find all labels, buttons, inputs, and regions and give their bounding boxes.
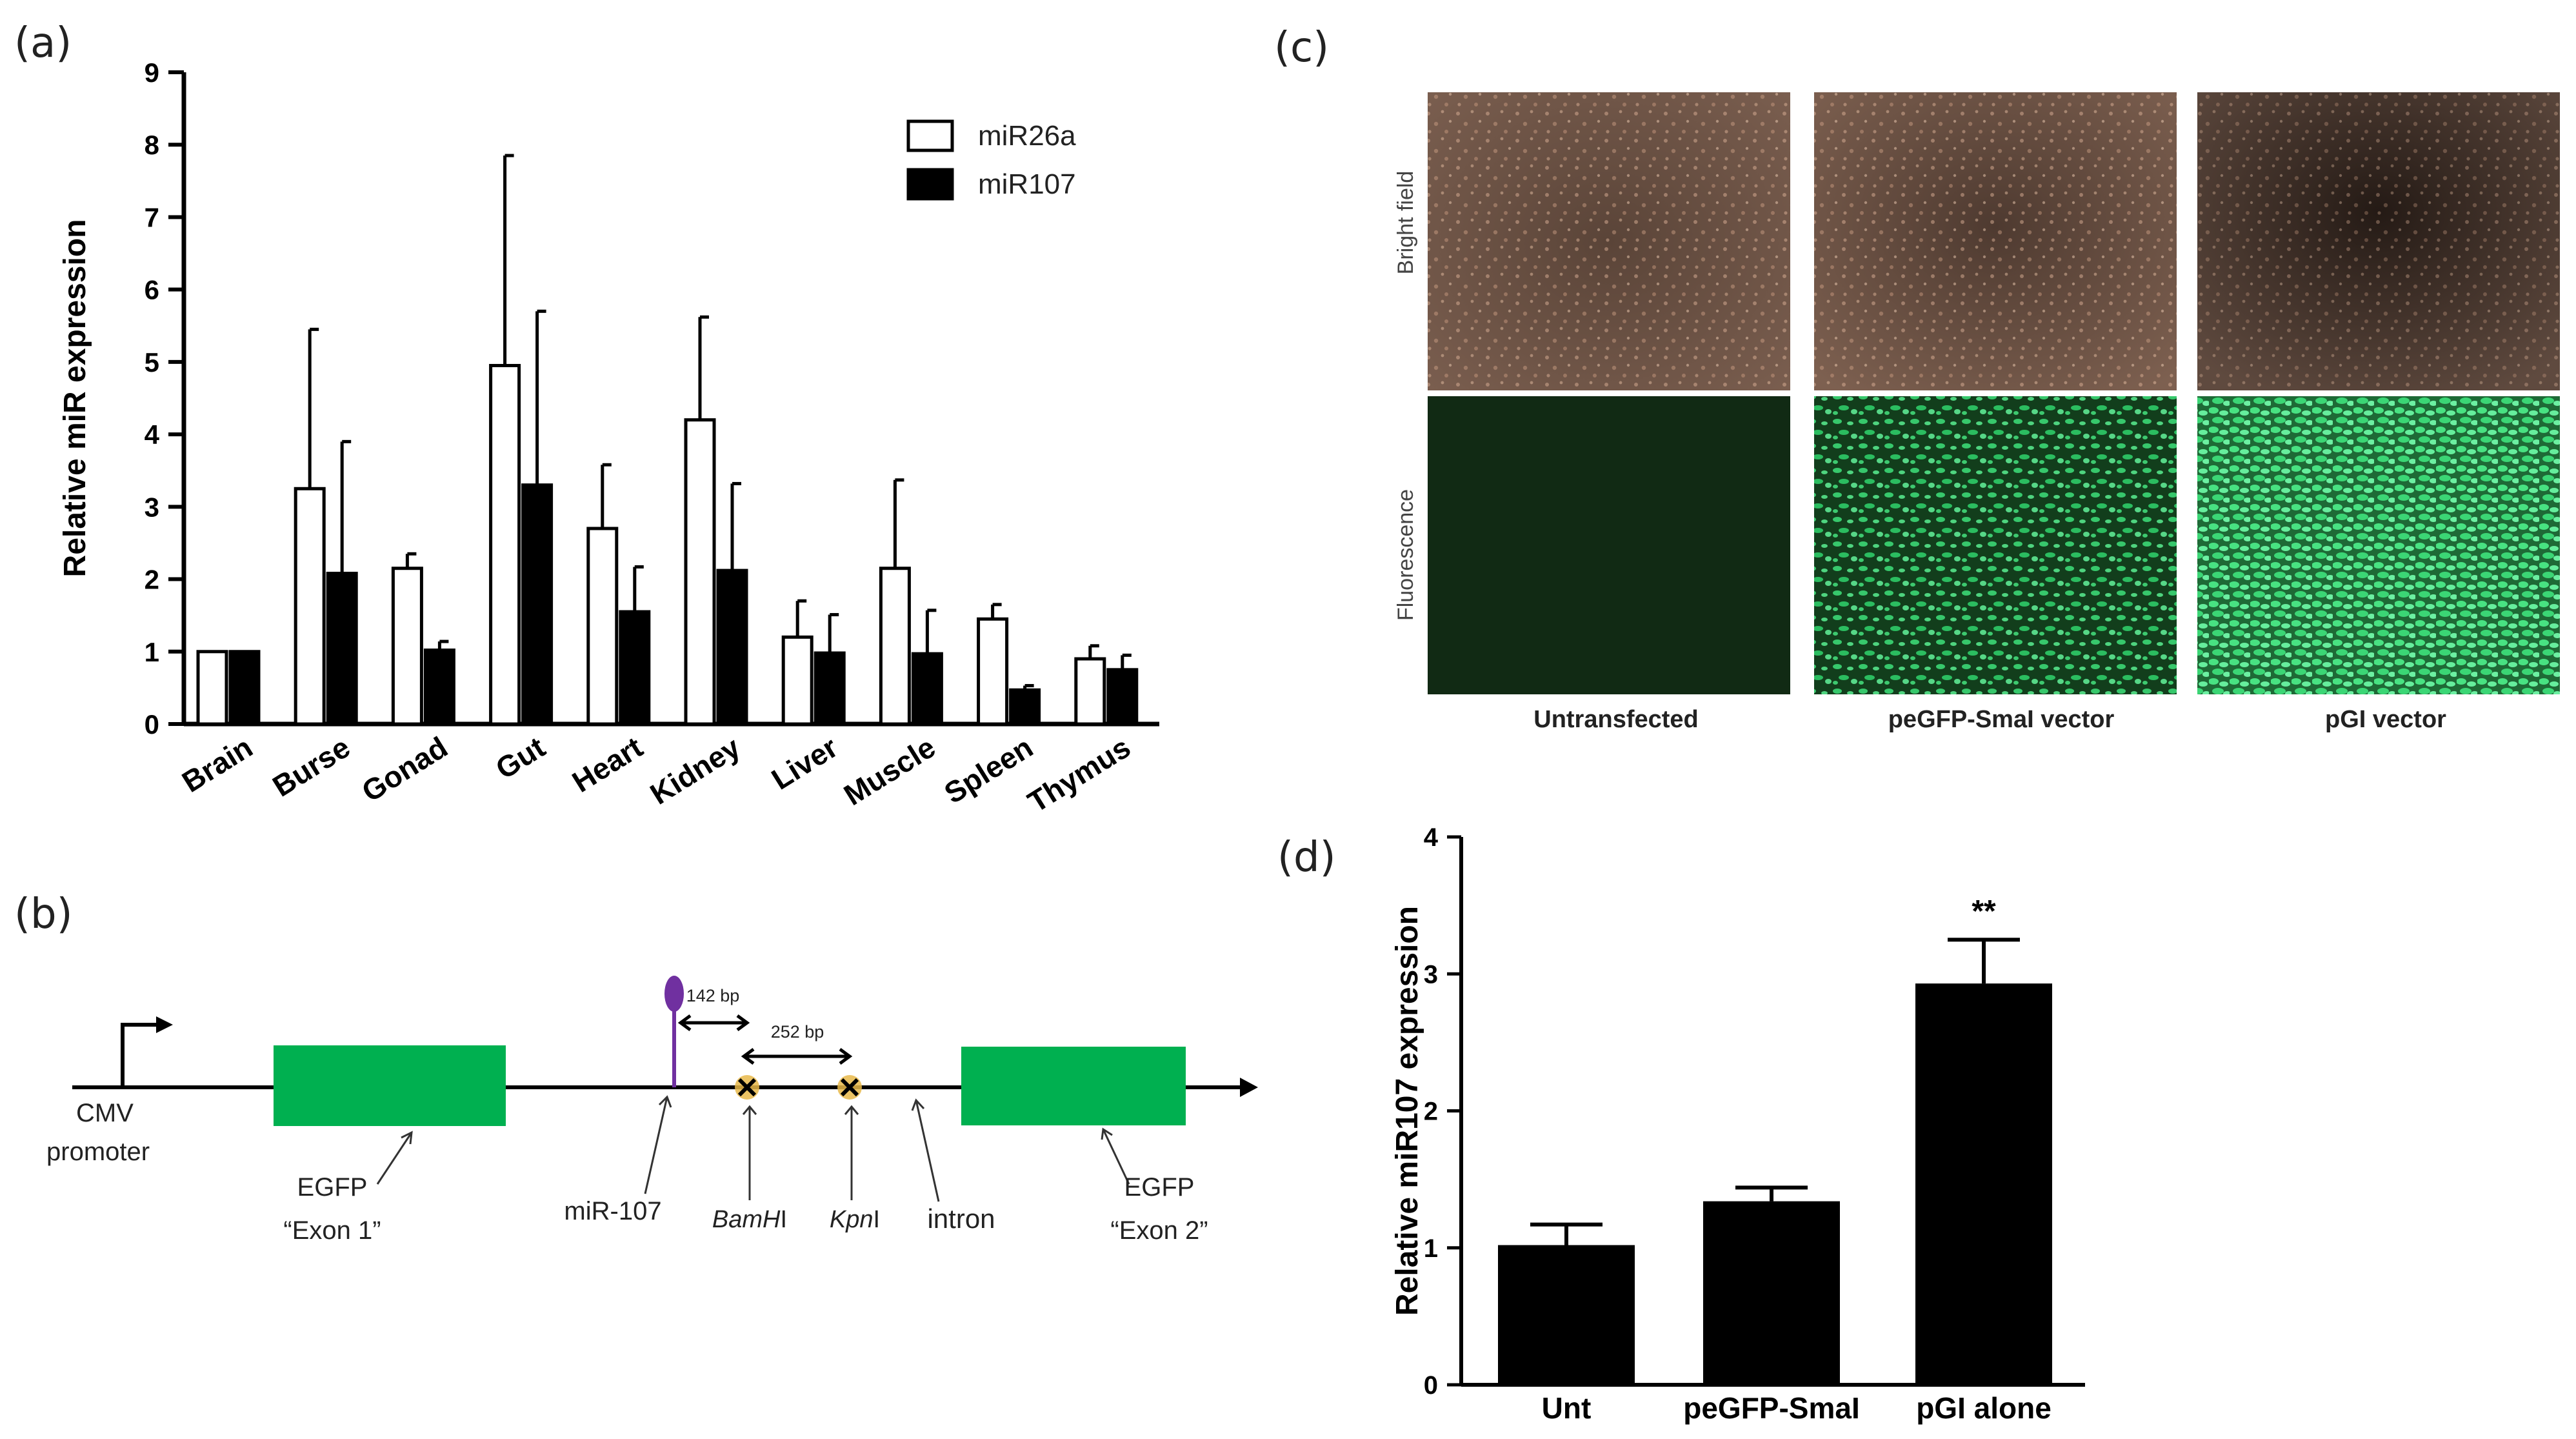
chart-a-bar-mir107 — [326, 572, 358, 726]
chart-a-bar-mir26a — [879, 567, 911, 726]
chart-d-ytick-label: 1 — [1424, 1234, 1438, 1263]
chart-d-ytick-label: 2 — [1424, 1098, 1438, 1126]
construct-diagram: CMV promoter EGFP “Exon 1” miR-107 142 b… — [46, 976, 1258, 1245]
chart-d-xtick-label: Unt — [1542, 1391, 1592, 1425]
caption-pegfp: peGFP-SmaI vector — [1888, 706, 2115, 733]
chart-a-bar-mir107 — [1106, 668, 1139, 726]
micrograph-grid: Bright field Fluorescence Untransfected … — [1393, 92, 2560, 733]
chart-a-bar-mir26a — [1074, 657, 1106, 726]
exon1-label: “Exon 1” — [283, 1216, 381, 1245]
distance-252-label: 252 bp — [771, 1022, 824, 1042]
chart-a-ytick-label: 3 — [145, 492, 159, 522]
chart-a-xtick-label: Gut — [490, 730, 551, 785]
kpni-label: KpnI — [830, 1206, 880, 1233]
chart-d-ytick-label: 0 — [1424, 1371, 1438, 1400]
chart-a-ytick-label: 7 — [145, 202, 159, 232]
micrograph-fluor-untransfected — [1428, 396, 1790, 694]
chart-a-xtick-label: Spleen — [938, 730, 1038, 810]
chart-a: 0 1 2 3 4 5 6 7 8 9 Relative miR expression Brain Bu… — [58, 57, 1159, 819]
promoter-label: promoter — [46, 1138, 150, 1166]
legend-label-mir26a: miR26a — [978, 120, 1076, 152]
chart-a-bar-mir107 — [1009, 688, 1041, 726]
chart-a-xtick-label: Liver — [766, 730, 844, 796]
chart-a-xtick-label: Thymus — [1022, 730, 1136, 819]
chart-a-ytick-label: 1 — [145, 637, 159, 667]
chart-d-ytick-label: 4 — [1424, 823, 1439, 852]
panel-label-d: (d) — [1277, 834, 1336, 881]
panel-label-a: (a) — [14, 19, 72, 67]
panel-label-c: (c) — [1274, 24, 1329, 72]
chart-a-ytick-label: 5 — [145, 347, 159, 377]
chart-d: 0 1 2 3 4 Relative miR107 expression Unt peGFP-… — [1390, 823, 2085, 1425]
chart-d-significance-label: ** — [1972, 894, 1996, 929]
chart-a-bar-mir26a — [489, 364, 521, 726]
chart-a-xtick-label: Brain — [176, 730, 258, 798]
exon2-label: “Exon 2” — [1110, 1216, 1208, 1245]
chart-a-bar-mir107 — [423, 649, 455, 726]
chart-a-bar-mir26a — [196, 650, 228, 726]
chart-d-bar — [1498, 1245, 1635, 1385]
mir-label: miR-107 — [564, 1197, 661, 1225]
chart-a-xtick-label: Muscle — [838, 730, 941, 812]
cmv-label: CMV — [76, 1099, 134, 1127]
row-label-fluorescence: Fluorescence — [1393, 489, 1418, 621]
bamhi-label: BamHI — [712, 1206, 787, 1233]
egfp-exon2-box — [961, 1047, 1186, 1125]
row-label-bright-field: Bright field — [1393, 171, 1418, 275]
chart-a-ytick-label: 9 — [145, 57, 159, 88]
chart-a-bar-mir26a — [781, 635, 814, 726]
kpni-site-icon — [837, 1075, 862, 1100]
chart-a-bar-mir26a — [684, 418, 716, 726]
chart-a-bar-mir26a — [586, 527, 619, 726]
egfp-exon1-box — [274, 1045, 506, 1126]
chart-d-ytick-label: 3 — [1424, 960, 1438, 989]
caption-pgi: pGI vector — [2325, 706, 2446, 733]
micrograph-bright-pegfp — [1814, 92, 2177, 390]
chart-a-ytick-label: 2 — [145, 565, 159, 595]
intron-label: intron — [927, 1203, 995, 1234]
chart-a-ytick-label: 0 — [145, 709, 159, 740]
chart-d-xtick-label: peGFP-SmaI — [1683, 1391, 1860, 1425]
promoter-arrow — [121, 1023, 161, 1087]
chart-a-xtick-label: Heart — [566, 730, 648, 798]
chart-a-bar-mir26a — [977, 617, 1009, 726]
caption-untransfected: Untransfected — [1533, 706, 1699, 733]
micrograph-bright-untransfected — [1428, 92, 1790, 390]
legend-swatch-mir107 — [906, 168, 954, 201]
chart-a-bar-mir107 — [521, 483, 554, 726]
chart-a-bar-mir26a — [294, 487, 326, 726]
micrograph-fluor-pegfp — [1814, 396, 2177, 694]
legend-label-mir107: miR107 — [978, 168, 1076, 200]
egfp-exon2-label: EGFP — [1124, 1173, 1195, 1202]
micrograph-fluor-pgi — [2197, 396, 2560, 694]
chart-d-xtick-label: pGI alone — [1916, 1391, 2052, 1425]
chart-a-bar-mir107 — [619, 610, 651, 726]
chart-a-ytick-label: 8 — [145, 130, 159, 160]
backbone-arrowhead — [1240, 1078, 1258, 1097]
mir-hairpin-icon — [664, 976, 684, 1012]
distance-142-label: 142 bp — [686, 986, 740, 1005]
chart-a-bar-mir107 — [228, 650, 261, 726]
chart-d-bar — [1915, 983, 2052, 1385]
chart-a-bar-mir26a — [391, 567, 423, 726]
chart-d-ylabel: Relative miR107 expression — [1390, 906, 1424, 1316]
promoter-arrowhead — [156, 1016, 173, 1033]
chart-a-xtick-label: Kidney — [644, 730, 746, 811]
chart-a-bar-mir107 — [814, 651, 846, 726]
chart-d-bar — [1703, 1201, 1840, 1385]
legend-swatch-mir26a — [906, 119, 954, 152]
chart-a-bar-mir107 — [911, 652, 943, 726]
bamhi-site-icon — [735, 1075, 759, 1100]
chart-a-ytick-label: 6 — [145, 275, 159, 305]
chart-a-ytick-label: 4 — [145, 419, 160, 450]
chart-a-xtick-label: Burse — [266, 730, 355, 803]
egfp-exon1-label: EGFP — [297, 1173, 368, 1202]
chart-a-xtick-label: Gonad — [356, 730, 454, 808]
micrograph-bright-pgi — [2197, 92, 2560, 390]
chart-a-ylabel: Relative miR expression — [58, 219, 92, 578]
chart-a-bar-mir107 — [716, 569, 748, 726]
panel-label-b: (b) — [14, 891, 73, 938]
